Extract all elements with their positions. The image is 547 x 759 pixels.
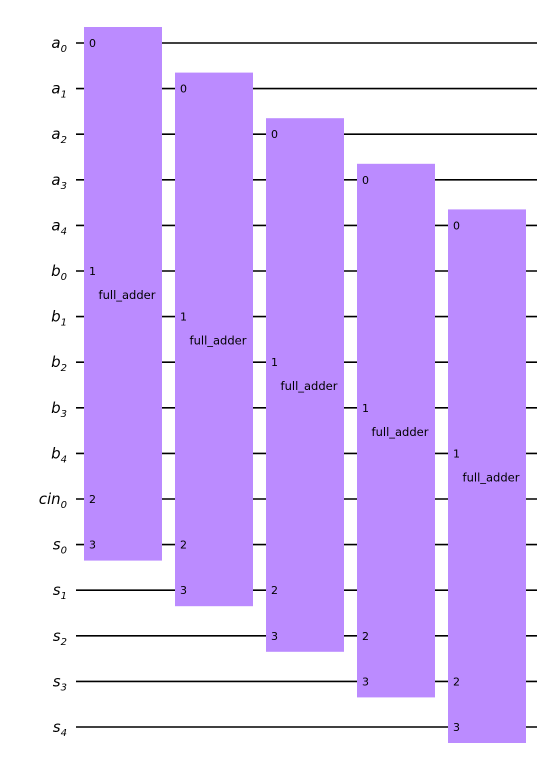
qubit-label-s2: s2 — [53, 627, 67, 648]
full-adder-gate-0: 0 1 2 3 full_adder — [84, 27, 162, 561]
qubit-label-a1: a1 — [51, 80, 67, 101]
gate-port-label: 2 — [271, 584, 278, 597]
full-adder-gate-1: 0 1 2 3 full_adder — [175, 72, 253, 607]
qubit-label-base: a — [51, 216, 60, 234]
qubit-label-sub: 0 — [61, 272, 67, 283]
gate-port-label: 2 — [180, 539, 187, 552]
qubit-label-s0: s0 — [53, 536, 67, 557]
full-adder-gate-2: 0 1 2 3 full_adder — [266, 118, 344, 652]
gate-port-label: 3 — [453, 721, 460, 734]
qubit-label-sub: 0 — [61, 44, 67, 55]
gate-box — [357, 163, 435, 698]
qubit-label-sub: 4 — [61, 454, 67, 465]
gate-port-label: 1 — [180, 311, 187, 324]
gate-port-label: 0 — [89, 37, 96, 50]
qubit-label-s1: s1 — [53, 581, 67, 602]
qubit-label-b4: b4 — [51, 444, 67, 465]
qubit-label-b3: b3 — [51, 399, 67, 420]
qubit-label-base: a — [51, 171, 60, 189]
gate-box — [448, 209, 526, 743]
qubit-label-base: s — [53, 672, 61, 690]
gate-port-label: 3 — [89, 539, 96, 552]
qubit-label-base: s — [53, 581, 61, 599]
gates: 0 1 2 3 full_adder 0 1 2 3 full_adder 0 1 2 3 full_add… — [84, 27, 526, 743]
gate-name: full_adder — [372, 425, 429, 439]
qubit-label-sub: 1 — [61, 90, 67, 101]
qubit-label-base: s — [53, 536, 61, 554]
gate-port-label: 1 — [271, 356, 278, 369]
qubit-label-base: b — [51, 353, 61, 371]
gate-port-label: 3 — [180, 584, 187, 597]
qubit-label-a4: a4 — [51, 216, 67, 237]
qubit-label-a3: a3 — [51, 171, 67, 192]
gate-port-label: 1 — [453, 447, 460, 460]
qubit-label-b0: b0 — [51, 262, 67, 283]
qubit-label-base: a — [51, 80, 60, 98]
qubit-label-sub: 3 — [61, 682, 67, 693]
qubit-label-sub: 4 — [61, 728, 67, 739]
qubit-label-sub: 2 — [61, 135, 67, 146]
gate-box — [266, 118, 344, 652]
qubit-label-base: s — [53, 627, 61, 645]
gate-port-label: 1 — [362, 402, 369, 415]
gate-port-label: 2 — [453, 675, 460, 688]
qubit-label-base: cin — [39, 490, 61, 508]
qubit-label-sub: 0 — [61, 546, 67, 557]
qubit-label-base: s — [53, 718, 61, 736]
gate-port-label: 0 — [180, 83, 187, 96]
gate-port-label: 0 — [453, 219, 460, 232]
gate-name: full_adder — [99, 288, 156, 302]
qubit-label-sub: 0 — [61, 500, 67, 511]
qubit-label-b2: b2 — [51, 353, 67, 374]
qubit-label-sub: 2 — [61, 363, 67, 374]
qubit-label-base: b — [51, 308, 61, 326]
gate-port-label: 0 — [362, 174, 369, 187]
gate-name: full_adder — [281, 379, 338, 393]
gate-port-label: 3 — [271, 630, 278, 643]
qubit-label-sub: 1 — [61, 591, 67, 602]
full-adder-gate-3: 0 1 2 3 full_adder — [357, 163, 435, 698]
qubit-label-base: a — [51, 34, 60, 52]
qubit-label-s4: s4 — [53, 718, 67, 739]
qubit-label-b1: b1 — [51, 308, 67, 329]
qubit-label-sub: 3 — [61, 181, 67, 192]
gate-port-label: 2 — [362, 630, 369, 643]
qubit-label-sub: 2 — [61, 637, 67, 648]
qubit-label-a0: a0 — [51, 34, 67, 55]
gate-box — [175, 72, 253, 607]
qubit-label-sub: 4 — [61, 226, 67, 237]
gate-name: full_adder — [463, 470, 520, 484]
full-adder-gate-4: 0 1 2 3 full_adder — [448, 209, 526, 743]
qubit-label-s3: s3 — [53, 672, 67, 693]
qubit-label-sub: 1 — [61, 318, 67, 329]
qubit-label-base: a — [51, 125, 60, 143]
qubit-label-base: b — [51, 399, 61, 417]
qubit-label-sub: 3 — [61, 409, 67, 420]
gate-port-label: 1 — [89, 265, 96, 278]
gate-port-label: 2 — [89, 493, 96, 506]
qubit-label-base: b — [51, 444, 61, 462]
gate-port-label: 0 — [271, 128, 278, 141]
qubit-label-a2: a2 — [51, 125, 67, 146]
gate-port-label: 3 — [362, 675, 369, 688]
qubit-label-base: b — [51, 262, 61, 280]
qubit-label-cin0: cin0 — [39, 490, 67, 511]
gate-name: full_adder — [190, 334, 247, 348]
gate-box — [84, 27, 162, 561]
